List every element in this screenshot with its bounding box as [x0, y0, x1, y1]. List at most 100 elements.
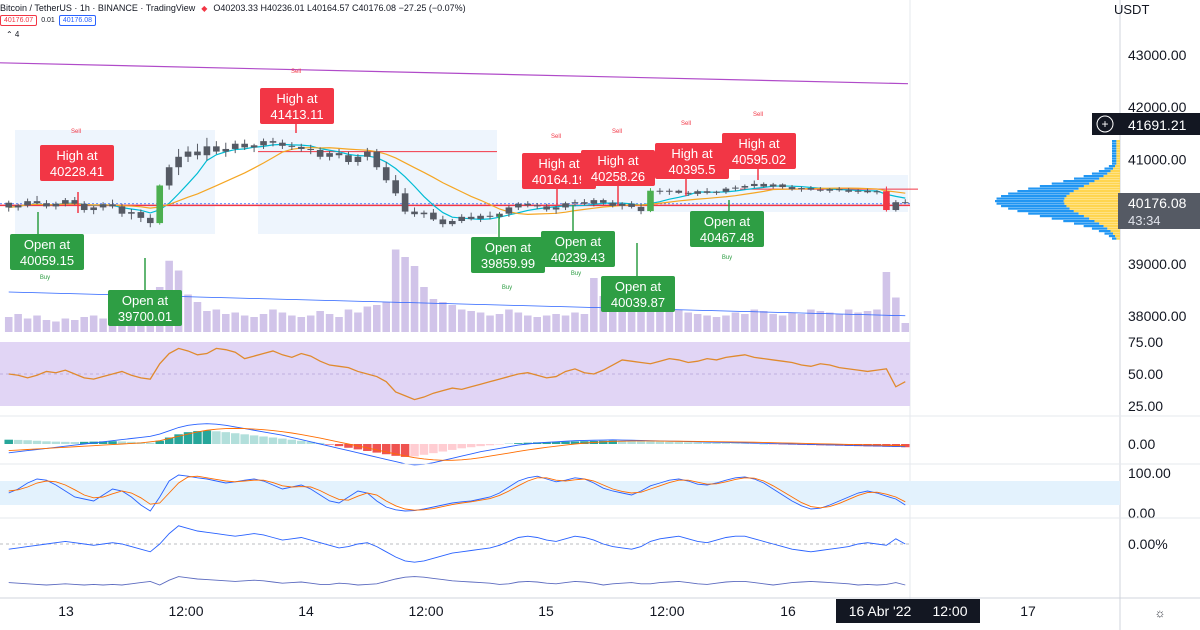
last-price-value: 40176.08 [1128, 195, 1187, 211]
candle-body [571, 202, 579, 204]
volume-bar [344, 309, 353, 332]
volume-bar [457, 309, 466, 332]
trade-panel: 40176.07 0.01 40176.08 [0, 15, 97, 26]
profile-bar-yellow [1103, 225, 1120, 228]
candle-body [175, 156, 182, 168]
profile-bar-blue [1112, 160, 1117, 163]
candle-body [647, 190, 654, 212]
open-label-box [10, 234, 84, 270]
macd-histogram-bar [117, 441, 127, 444]
candle-body [656, 190, 664, 192]
profile-bar-blue [1108, 165, 1115, 168]
ohlc-values: O40203.33 H40236.01 L40164.57 C40176.08 … [213, 3, 466, 13]
profile-bar-yellow [1103, 175, 1120, 178]
candle-body [354, 156, 362, 163]
profile-bar-blue [1104, 167, 1114, 170]
candle-body [873, 191, 881, 193]
session-box [258, 130, 497, 234]
macd-histogram-bar [325, 444, 334, 445]
candle-body [71, 200, 79, 204]
candle-body [694, 191, 701, 194]
macd-histogram-bar [410, 444, 419, 457]
volume-bar [637, 302, 645, 332]
osc-lower-line [8, 576, 906, 586]
volume-bar [240, 315, 249, 332]
volume-bar [382, 302, 390, 332]
sell-price-button[interactable]: 40176.07 [0, 15, 38, 26]
volume-bar [693, 314, 702, 332]
macd-histogram-bar [466, 444, 476, 448]
profile-bar-yellow [1083, 185, 1120, 188]
time-crosshair-time: 12:00 [932, 603, 967, 619]
rsi-axis-tick: 75.00 [1128, 334, 1163, 350]
indicator-toggle[interactable]: ⌃ 4 [6, 30, 20, 39]
high-label-value: 40258.26 [591, 169, 645, 184]
high-label-title: High at [738, 136, 780, 151]
volume-bar [590, 278, 598, 332]
macd-histogram-bar [259, 436, 268, 444]
profile-bar-yellow [1078, 187, 1120, 190]
profile-bar-yellow [1110, 170, 1120, 173]
symbol-title[interactable]: Bitcoin / TetherUS · 1h · BINANCE · Trad… [0, 3, 196, 13]
candle-body [807, 188, 815, 190]
high-label-box [655, 143, 729, 179]
profile-bar-blue [1112, 152, 1117, 155]
macd-histogram-bar [542, 442, 551, 444]
volume-bar [873, 309, 881, 332]
volume-bar [533, 317, 541, 332]
profile-bar-yellow [1107, 172, 1120, 175]
candle-body [835, 189, 843, 191]
volume-bar [363, 306, 372, 332]
candle-body [14, 205, 22, 208]
volume-bar [14, 314, 22, 332]
open-label-value: 40059.15 [20, 253, 74, 268]
profile-bar-yellow [1116, 237, 1120, 240]
macd-histogram-bar [457, 444, 466, 449]
profile-bar-blue [1074, 177, 1100, 180]
candle-body [864, 190, 871, 193]
candle-body [883, 191, 890, 211]
volume-bar [467, 311, 475, 332]
macd-histogram-bar [183, 432, 193, 444]
chart-header: Bitcoin / TetherUS · 1h · BINANCE · Trad… [0, 0, 466, 16]
volume-bar [750, 309, 759, 332]
macd-axis-tick: 0.00 [1128, 436, 1155, 452]
macd-histogram-bar [297, 440, 306, 444]
time-crosshair-date: 16 Abr '22 [849, 603, 912, 619]
candle-body [222, 148, 230, 152]
volume-bar [297, 317, 306, 332]
candle-body [798, 188, 805, 190]
candle-body [741, 186, 749, 188]
rsi-band [0, 342, 910, 406]
profile-bar-blue [1074, 222, 1100, 225]
currency-label: USDT [1114, 2, 1149, 17]
volume-bar [391, 249, 400, 332]
profile-bar-blue [1112, 157, 1117, 160]
volume-bar [618, 309, 626, 332]
open-label-box [471, 237, 545, 273]
macd-histogram-bar [51, 441, 61, 444]
profile-bar-blue [1108, 235, 1115, 238]
candle-body [250, 145, 258, 148]
high-label-box [260, 88, 334, 124]
profile-bar-blue [1017, 210, 1074, 213]
stoch-d-line [8, 475, 906, 511]
candle-body [109, 204, 116, 207]
macd-histogram-bar [476, 444, 485, 447]
buy-marker: Buy [502, 285, 512, 291]
time-axis-tick: 12:00 [408, 603, 443, 619]
volume-bar [816, 311, 825, 332]
profile-bar-yellow [1116, 142, 1120, 145]
stoch-band [0, 481, 1120, 505]
profile-bar-blue [1008, 207, 1070, 210]
high-label-value: 40228.41 [50, 164, 104, 179]
candle-body [307, 148, 315, 151]
buy-price-button[interactable]: 40176.08 [58, 15, 97, 26]
high-label-value: 40395.5 [669, 162, 716, 177]
candle-body [666, 190, 673, 192]
candle-body [62, 200, 69, 204]
volume-bar [561, 315, 570, 332]
volume-bar [665, 305, 674, 332]
volume-bar [420, 287, 428, 332]
